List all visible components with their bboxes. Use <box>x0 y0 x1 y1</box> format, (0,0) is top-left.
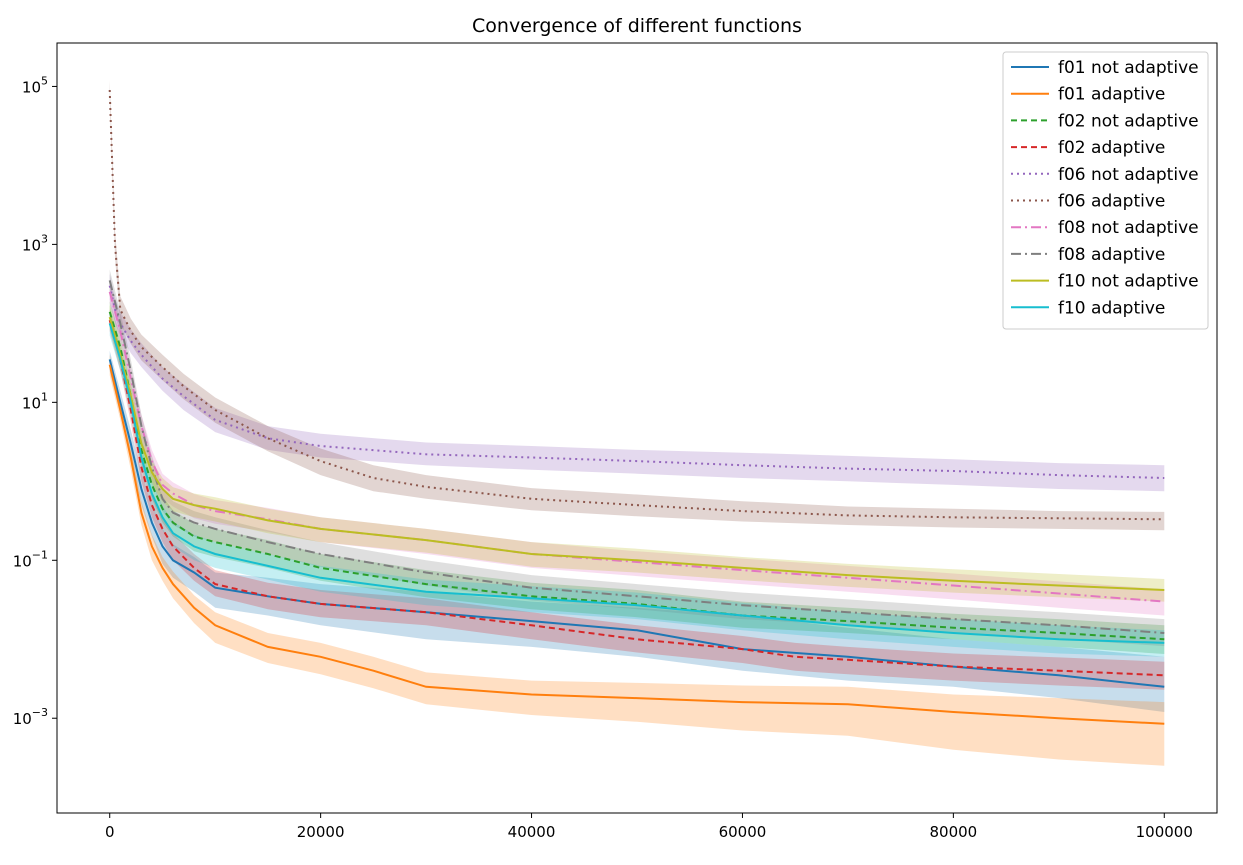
line-f10-adaptive <box>108 323 1165 644</box>
legend: f01 not adaptive f01 adaptive f02 not adap… <box>1002 51 1209 330</box>
uncertainty-bands <box>109 80 1165 766</box>
y-tick-label: 10−3 <box>13 706 48 728</box>
legend-label: f01 adaptive <box>1058 85 1165 105</box>
y-axis: 10−3 10−1 101 103 105 <box>13 74 57 728</box>
line-f08-adaptive <box>108 280 1165 634</box>
band-f10-not-adaptive <box>109 305 1165 602</box>
line-f06-not-adaptive <box>108 285 1165 479</box>
x-tick-label: 40000 <box>508 823 556 841</box>
series-lines <box>108 89 1165 725</box>
legend-label: f06 adaptive <box>1058 192 1165 212</box>
band-f02-not-adaptive <box>109 301 1165 654</box>
legend-label: f02 adaptive <box>1058 138 1165 158</box>
band-f06-not-adaptive <box>109 274 1165 492</box>
x-tick-label: 100000 <box>1136 823 1193 841</box>
chart-title: Convergence of different functions <box>472 15 802 37</box>
y-tick-label: 10−1 <box>13 548 48 570</box>
y-tick-label: 103 <box>22 232 48 254</box>
x-tick-label: 0 <box>105 823 115 841</box>
y-tick-label: 101 <box>22 390 48 412</box>
legend-label: f10 adaptive <box>1058 298 1165 318</box>
x-tick-label: 60000 <box>719 823 767 841</box>
line-f06-adaptive <box>108 89 1165 521</box>
line-f01-adaptive <box>108 364 1165 725</box>
line-f02-adaptive <box>108 319 1165 677</box>
legend-label: f10 not adaptive <box>1058 272 1199 292</box>
line-f02-not-adaptive <box>108 311 1165 641</box>
legend-label: f08 not adaptive <box>1058 218 1199 238</box>
x-axis: 0 20000 40000 60000 80000 100000 <box>105 813 1193 841</box>
x-tick-label: 20000 <box>297 823 345 841</box>
band-f02-adaptive <box>109 309 1165 690</box>
band-f01-adaptive <box>109 354 1165 766</box>
band-f01-not-adaptive <box>109 350 1165 712</box>
line-f01-not-adaptive <box>108 359 1165 688</box>
band-f08-adaptive <box>109 269 1165 647</box>
legend-box <box>1002 51 1209 330</box>
plot-frame <box>56 42 1218 814</box>
legend-label: f01 not adaptive <box>1058 58 1199 78</box>
legend-label: f08 adaptive <box>1058 245 1165 265</box>
band-f08-not-adaptive <box>109 281 1165 616</box>
legend-label: f02 not adaptive <box>1058 111 1199 131</box>
line-f10-not-adaptive <box>108 316 1165 591</box>
legend-label: f06 not adaptive <box>1058 165 1199 185</box>
y-tick-label: 105 <box>22 74 48 96</box>
x-tick-label: 80000 <box>930 823 978 841</box>
